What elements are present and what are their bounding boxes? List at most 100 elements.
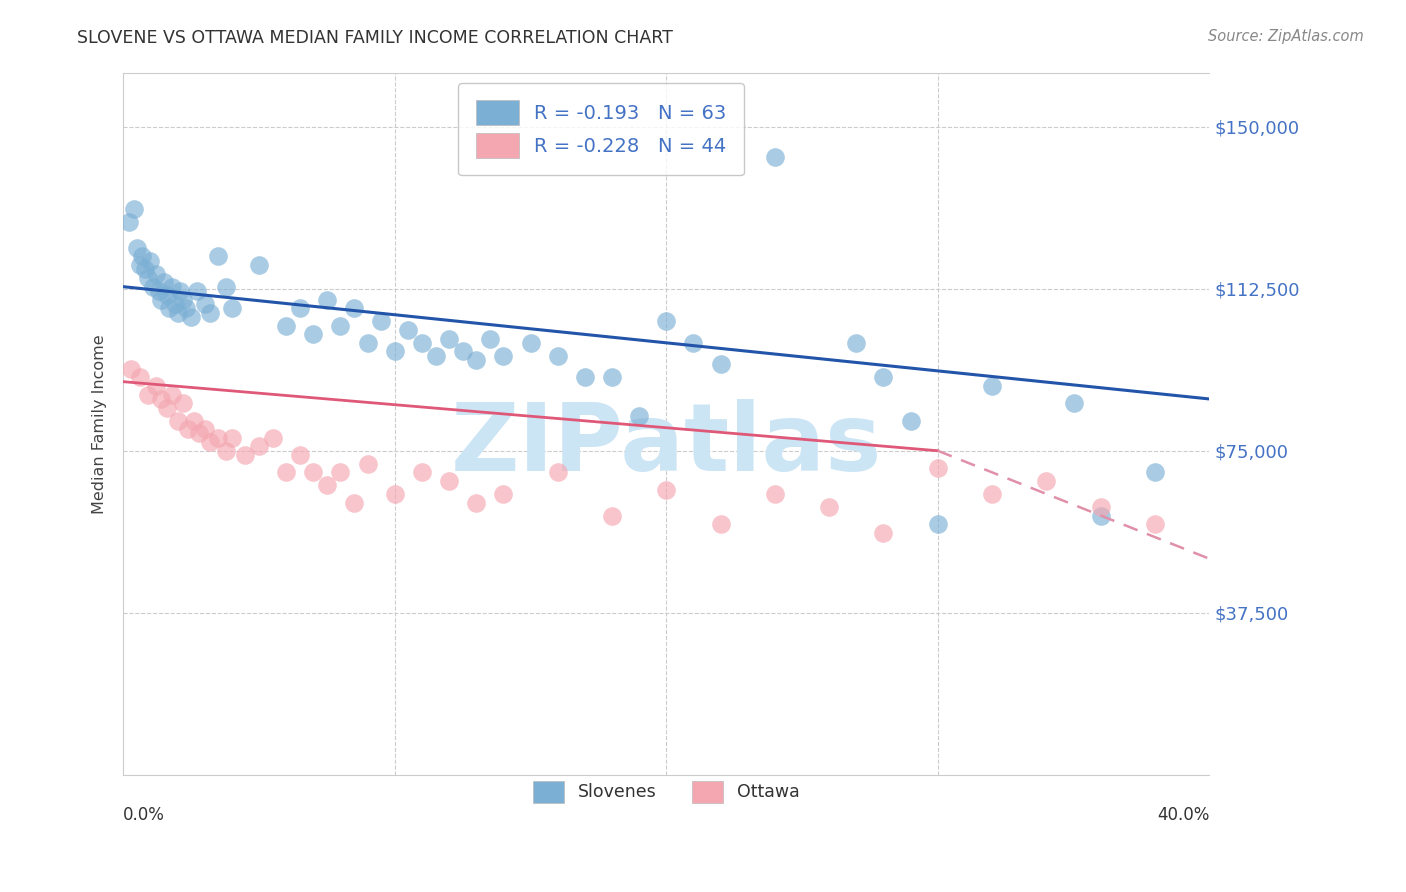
- Point: [655, 483, 678, 497]
- Point: [215, 279, 238, 293]
- Point: [235, 448, 257, 462]
- Point: [288, 301, 311, 316]
- Point: [316, 293, 339, 307]
- Point: [981, 379, 1004, 393]
- Point: [411, 466, 433, 480]
- Point: [302, 466, 325, 480]
- Point: [160, 279, 183, 293]
- Point: [1063, 396, 1085, 410]
- Point: [159, 301, 181, 316]
- Point: [574, 370, 596, 384]
- Legend: Slovenes, Ottawa: Slovenes, Ottawa: [524, 772, 808, 812]
- Point: [198, 305, 221, 319]
- Point: [763, 487, 786, 501]
- Point: [276, 466, 298, 480]
- Text: 40.0%: 40.0%: [1157, 806, 1209, 824]
- Point: [174, 301, 197, 316]
- Point: [329, 466, 352, 480]
- Point: [120, 361, 142, 376]
- Point: [131, 250, 153, 264]
- Point: [396, 323, 419, 337]
- Point: [118, 215, 141, 229]
- Point: [160, 387, 183, 401]
- Point: [384, 344, 406, 359]
- Point: [276, 318, 298, 333]
- Point: [425, 349, 447, 363]
- Point: [1143, 466, 1166, 480]
- Point: [207, 431, 229, 445]
- Point: [194, 297, 217, 311]
- Point: [142, 279, 165, 293]
- Point: [145, 267, 167, 281]
- Text: ZIPatlas: ZIPatlas: [450, 399, 882, 491]
- Point: [145, 379, 167, 393]
- Point: [547, 349, 569, 363]
- Point: [343, 495, 366, 509]
- Point: [156, 401, 179, 415]
- Point: [156, 288, 179, 302]
- Point: [148, 284, 170, 298]
- Point: [370, 314, 392, 328]
- Point: [180, 310, 202, 324]
- Point: [927, 461, 949, 475]
- Point: [221, 301, 243, 316]
- Point: [215, 443, 238, 458]
- Point: [194, 422, 217, 436]
- Point: [188, 426, 211, 441]
- Point: [927, 517, 949, 532]
- Point: [682, 335, 704, 350]
- Point: [356, 457, 378, 471]
- Point: [981, 487, 1004, 501]
- Point: [172, 396, 194, 410]
- Point: [166, 413, 188, 427]
- Point: [186, 284, 208, 298]
- Point: [519, 335, 541, 350]
- Point: [1090, 508, 1112, 523]
- Point: [150, 293, 173, 307]
- Point: [492, 349, 515, 363]
- Point: [221, 431, 243, 445]
- Point: [451, 344, 474, 359]
- Point: [1143, 517, 1166, 532]
- Point: [411, 335, 433, 350]
- Point: [166, 305, 188, 319]
- Point: [134, 262, 156, 277]
- Text: SLOVENE VS OTTAWA MEDIAN FAMILY INCOME CORRELATION CHART: SLOVENE VS OTTAWA MEDIAN FAMILY INCOME C…: [77, 29, 673, 46]
- Point: [128, 258, 150, 272]
- Point: [125, 241, 148, 255]
- Point: [1090, 500, 1112, 514]
- Point: [128, 370, 150, 384]
- Point: [207, 250, 229, 264]
- Point: [465, 353, 488, 368]
- Point: [818, 500, 841, 514]
- Point: [709, 358, 731, 372]
- Point: [139, 253, 162, 268]
- Point: [492, 487, 515, 501]
- Point: [136, 271, 159, 285]
- Point: [172, 293, 194, 307]
- Point: [655, 314, 678, 328]
- Point: [177, 422, 200, 436]
- Y-axis label: Median Family Income: Median Family Income: [93, 334, 107, 514]
- Point: [153, 276, 176, 290]
- Point: [343, 301, 366, 316]
- Point: [845, 335, 868, 350]
- Point: [136, 387, 159, 401]
- Point: [356, 335, 378, 350]
- Point: [437, 474, 460, 488]
- Point: [600, 508, 623, 523]
- Point: [150, 392, 173, 406]
- Point: [709, 517, 731, 532]
- Text: 0.0%: 0.0%: [124, 806, 165, 824]
- Point: [262, 431, 284, 445]
- Point: [872, 370, 894, 384]
- Point: [288, 448, 311, 462]
- Point: [437, 331, 460, 345]
- Point: [247, 439, 270, 453]
- Point: [547, 466, 569, 480]
- Point: [600, 370, 623, 384]
- Point: [465, 495, 488, 509]
- Point: [163, 297, 186, 311]
- Point: [247, 258, 270, 272]
- Text: Source: ZipAtlas.com: Source: ZipAtlas.com: [1208, 29, 1364, 44]
